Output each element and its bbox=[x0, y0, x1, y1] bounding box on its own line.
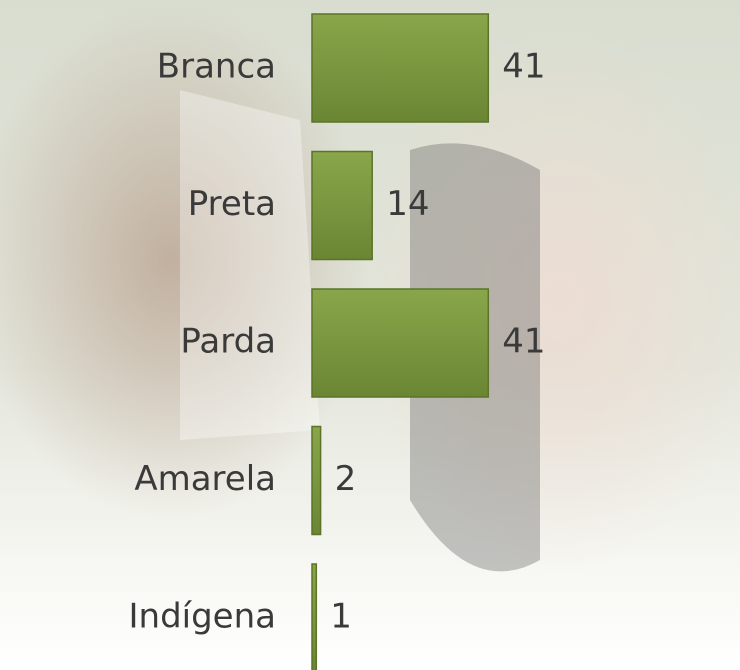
chart: Branca 41 Preta 14 Parda 41 Amarela 2 Indígena 1 bbox=[0, 0, 740, 670]
value-label: 14 bbox=[386, 184, 429, 224]
bar bbox=[312, 427, 321, 535]
bar bbox=[312, 289, 488, 397]
bar bbox=[312, 564, 316, 670]
category-label: Preta bbox=[188, 184, 276, 224]
category-label: Parda bbox=[180, 322, 276, 362]
value-label: 2 bbox=[335, 459, 357, 499]
value-label: 1 bbox=[330, 597, 352, 637]
bar bbox=[312, 14, 488, 122]
bar bbox=[312, 152, 372, 260]
page: {"chart_data": {"type": "bar", "orientat… bbox=[0, 0, 740, 670]
value-label: 41 bbox=[502, 47, 545, 87]
category-label: Branca bbox=[157, 47, 276, 87]
value-label: 41 bbox=[502, 322, 545, 362]
category-label: Amarela bbox=[134, 459, 276, 499]
category-label: Indígena bbox=[129, 597, 277, 637]
